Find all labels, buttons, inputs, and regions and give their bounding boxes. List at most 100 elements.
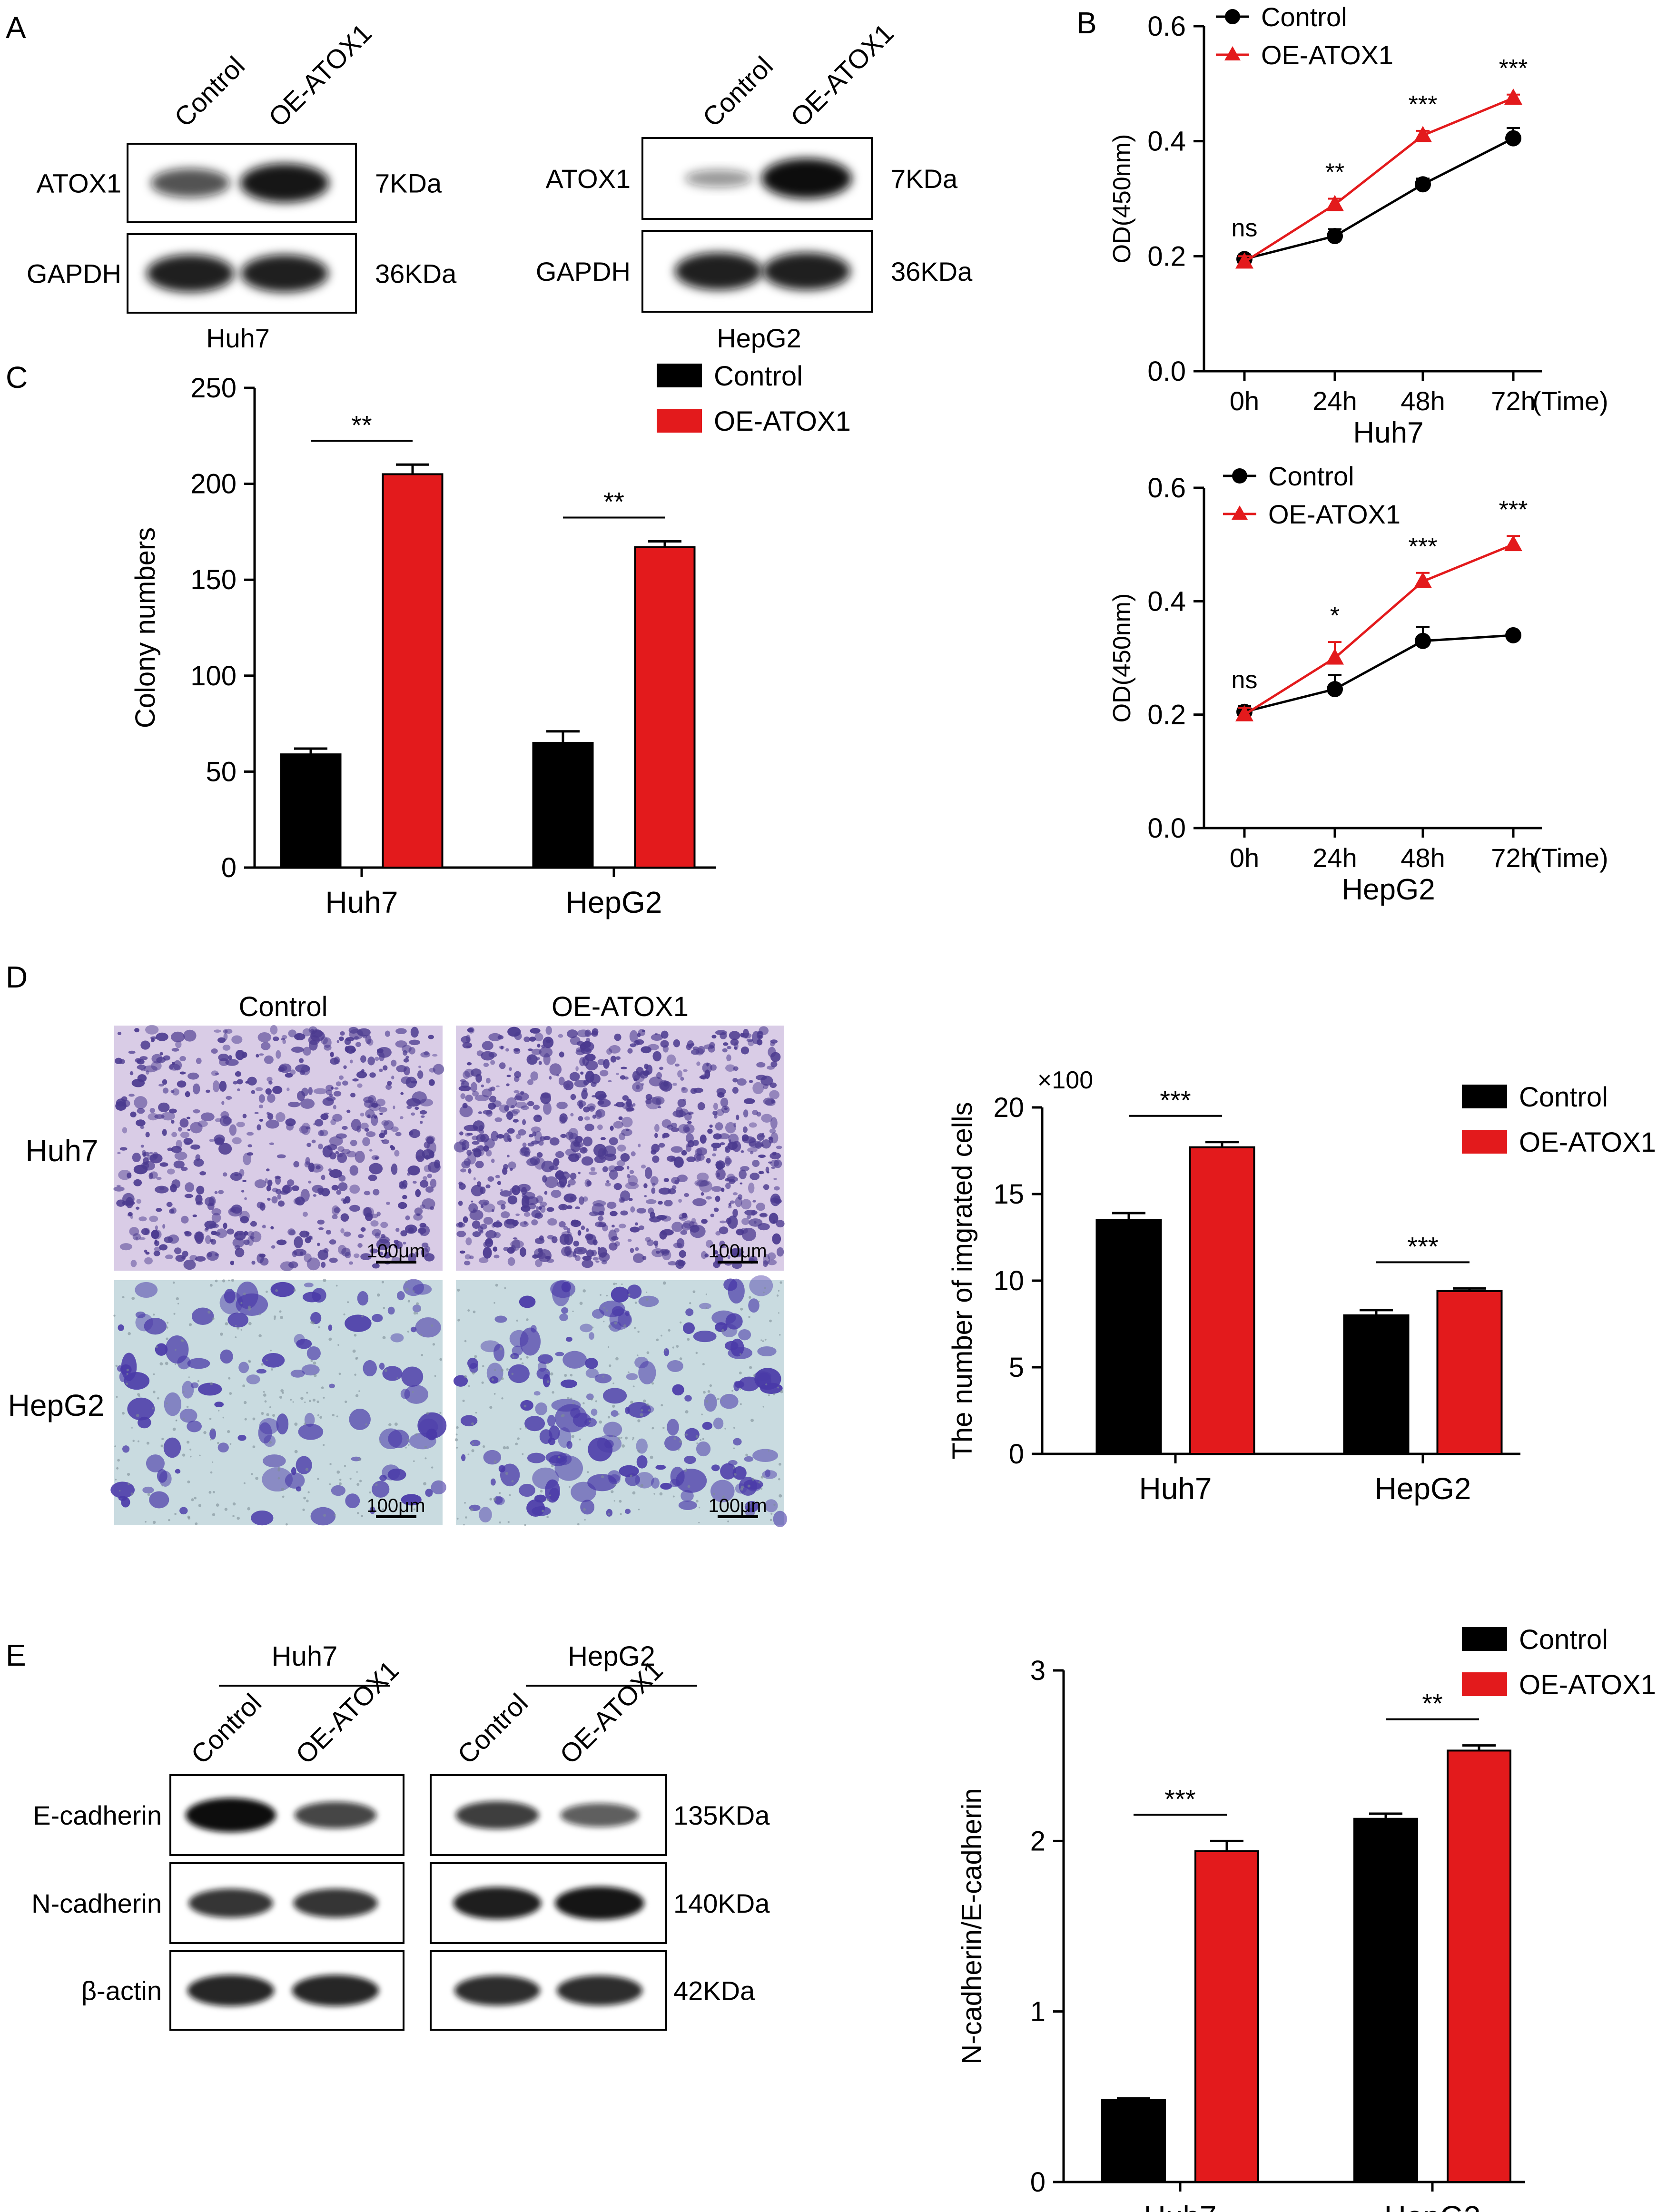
stained-cell	[580, 1500, 595, 1515]
stained-cell	[589, 1332, 594, 1340]
stained-cell	[549, 1165, 559, 1170]
bar	[382, 473, 444, 869]
stained-cell	[494, 1117, 503, 1122]
stained-cell	[472, 1091, 479, 1096]
stained-cell	[395, 1028, 407, 1035]
stained-cell	[459, 1250, 465, 1254]
membrane-pore	[722, 1495, 725, 1498]
stained-cell	[329, 1383, 335, 1389]
stained-cell	[328, 1324, 333, 1331]
membrane-pore	[212, 1461, 214, 1463]
stained-cell	[479, 1125, 484, 1131]
stained-cell	[382, 1366, 403, 1381]
stained-cell	[720, 1142, 725, 1146]
stained-cell	[770, 1166, 776, 1169]
stained-cell	[693, 1330, 717, 1343]
stained-cell	[710, 1480, 735, 1502]
stained-cell	[642, 1256, 647, 1260]
membrane-pore	[344, 1465, 346, 1467]
membrane-pore	[672, 1495, 675, 1498]
stained-cell	[681, 1490, 694, 1502]
stained-cell	[475, 1074, 482, 1083]
stained-cell	[113, 1186, 125, 1192]
blot-band	[241, 255, 328, 292]
membrane-pore	[456, 1447, 458, 1449]
stained-cell	[494, 1315, 507, 1323]
stained-cell	[218, 1190, 224, 1195]
stained-cell	[483, 1216, 493, 1225]
y-tick-label: 3	[1030, 1655, 1045, 1686]
stained-cell	[148, 1172, 154, 1180]
stained-cell	[619, 1224, 626, 1229]
stained-cell	[417, 1070, 424, 1079]
membrane-pore	[117, 1459, 120, 1462]
stained-cell	[164, 1392, 182, 1416]
stained-cell	[585, 1060, 598, 1071]
stained-cell	[605, 1182, 611, 1187]
membrane-pore	[637, 1419, 641, 1422]
stained-cell	[260, 1042, 271, 1050]
stained-cell	[584, 1054, 596, 1061]
legend-label: Control	[714, 361, 803, 392]
membrane-pore	[727, 1521, 730, 1522]
stained-cell	[471, 1200, 473, 1203]
stained-cell	[221, 1101, 225, 1105]
stained-cell	[171, 1132, 178, 1137]
stained-cell	[169, 1208, 175, 1214]
membrane-pore	[765, 1383, 768, 1386]
stained-cell	[580, 1071, 584, 1075]
stained-cell	[357, 1028, 371, 1037]
stained-cell	[174, 1151, 187, 1160]
stained-cell	[317, 1187, 324, 1193]
membrane-pore	[128, 1332, 131, 1335]
stained-cell	[617, 1145, 626, 1152]
stained-cell	[692, 1140, 699, 1146]
membrane-pore	[614, 1484, 616, 1486]
stained-cell	[331, 1485, 345, 1496]
stained-cell	[287, 1101, 301, 1107]
membrane-pore	[126, 1368, 129, 1372]
membrane-pore	[564, 1374, 567, 1377]
stained-cell	[474, 1095, 490, 1101]
stained-cell	[662, 1135, 666, 1139]
stained-cell	[380, 1222, 388, 1228]
stained-cell	[391, 1146, 395, 1151]
stained-cell	[329, 1169, 343, 1178]
blot-protein-label: ATOX1	[37, 168, 121, 198]
membrane-pore	[570, 1397, 572, 1400]
stained-cell	[360, 1122, 369, 1130]
stained-cell	[430, 1178, 437, 1188]
membrane-pore	[266, 1413, 269, 1416]
stained-cell	[468, 1203, 478, 1214]
stained-cell	[391, 1059, 397, 1067]
stained-cell	[713, 1417, 724, 1430]
bar	[1436, 1290, 1503, 1455]
membrane-pore	[228, 1377, 231, 1380]
membrane-pore	[464, 1340, 467, 1343]
stained-cell	[581, 1089, 588, 1100]
membrane-pore	[612, 1382, 614, 1384]
stained-cell	[500, 1046, 504, 1050]
stained-cell	[541, 1092, 551, 1099]
stained-cell	[308, 1180, 312, 1184]
stained-cell	[429, 1067, 436, 1073]
stained-cell	[139, 1056, 148, 1060]
membrane-pore	[702, 1363, 705, 1365]
membrane-pore	[116, 1396, 118, 1398]
stained-cell	[539, 1429, 552, 1444]
stained-cell	[415, 1317, 441, 1338]
stained-cell	[237, 1079, 243, 1085]
stained-cell	[531, 1219, 538, 1225]
stained-cell	[544, 1176, 558, 1188]
membrane-pore	[215, 1279, 218, 1283]
stained-cell	[360, 1112, 365, 1117]
stained-cell	[384, 1129, 387, 1135]
membrane-pore	[396, 1377, 398, 1379]
significance-label: ***	[1499, 496, 1528, 523]
stained-cell	[136, 1119, 146, 1126]
membrane-pore	[702, 1438, 704, 1440]
stained-cell	[761, 1114, 773, 1123]
stained-cell	[633, 1074, 645, 1083]
stained-cell	[727, 1046, 731, 1049]
stained-cell	[763, 1260, 768, 1267]
